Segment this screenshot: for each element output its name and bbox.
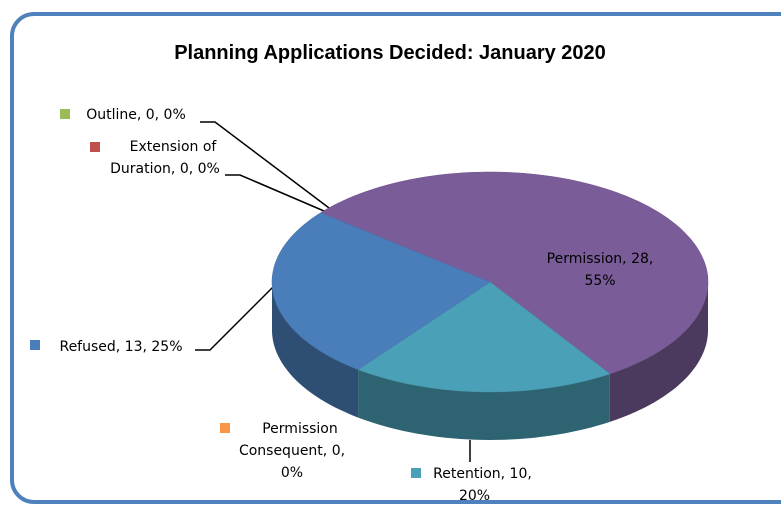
data-label: Permission Consequent, 0, 0% [238, 421, 346, 481]
pie-slice [271, 212, 491, 370]
legend-swatch [411, 468, 421, 478]
pie-sides [272, 282, 708, 440]
pie-slice [320, 171, 709, 375]
pie-slice-side [272, 282, 359, 418]
leader-line [195, 284, 276, 351]
legend-swatch [90, 142, 100, 152]
pie-tops [271, 171, 709, 393]
legend-swatch [220, 423, 230, 433]
pie-slice-side [609, 282, 708, 422]
data-label: Retention, 10, 20% [433, 466, 532, 504]
leader-lines [195, 121, 471, 462]
leader-line [225, 174, 346, 221]
legend-swatch [60, 109, 70, 119]
legend-swatch [30, 340, 40, 350]
data-label: Extension of Duration, 0, 0% [110, 139, 220, 177]
data-label: Refused, 13, 25% [59, 339, 183, 355]
data-label: Permission, 28, 55% [546, 251, 654, 289]
data-label: Outline, 0, 0% [86, 107, 186, 123]
leader-line [200, 121, 346, 221]
chart-title: Planning Applications Decided: January 2… [174, 42, 606, 64]
pie-slice [357, 281, 611, 393]
pie-slice-side [358, 369, 610, 440]
